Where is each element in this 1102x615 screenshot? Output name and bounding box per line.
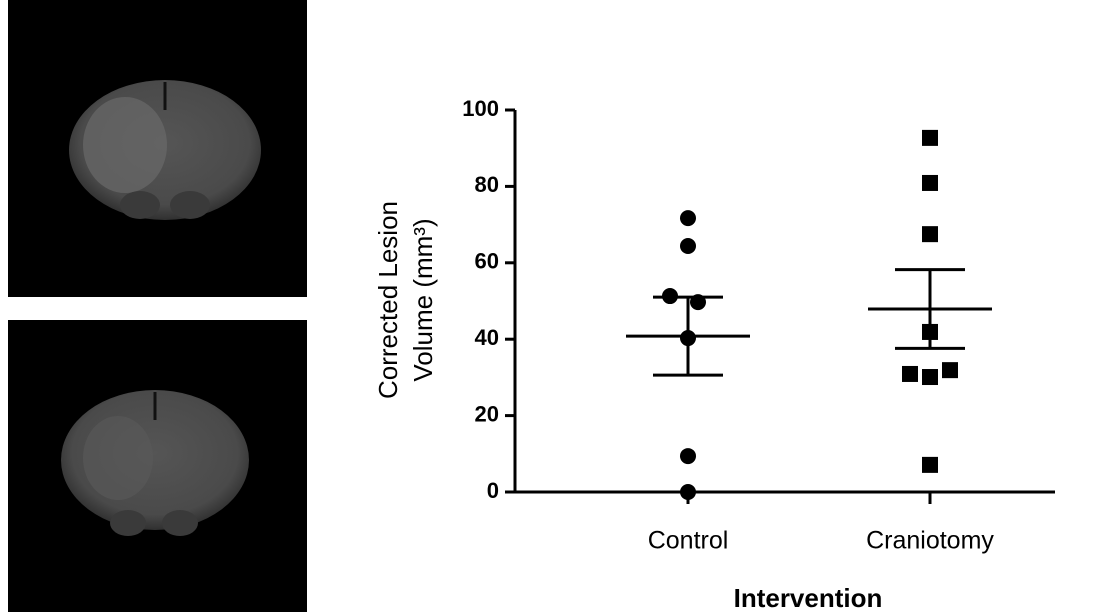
x-tick-label: Craniotomy	[866, 527, 994, 555]
data-point	[922, 456, 938, 473]
chart: Corrected Lesion Volume (mm³) Interventi…	[373, 96, 1055, 613]
data-point	[922, 129, 938, 146]
y-tick-label: 20	[475, 401, 499, 426]
data-point	[902, 365, 918, 382]
data-point	[680, 448, 696, 465]
data-point	[922, 174, 938, 191]
data-point	[680, 237, 696, 254]
data-point	[942, 362, 958, 379]
x-axis-label: Intervention	[734, 583, 883, 613]
data-point	[680, 210, 696, 227]
mri-image-top	[8, 0, 307, 297]
data-point	[680, 484, 696, 500]
y-tick-label: 0	[487, 478, 499, 503]
y-tick-label: 100	[462, 96, 499, 121]
y-tick-label: 40	[475, 325, 499, 350]
y-tick-label: 80	[475, 172, 499, 197]
data-point	[922, 226, 938, 243]
y-axis-label: Volume (mm³)	[408, 218, 438, 381]
mri-image-bottom	[8, 320, 307, 612]
y-tick-label: 60	[475, 249, 499, 274]
data-point	[922, 369, 938, 386]
x-tick-label: Control	[648, 527, 729, 555]
y-axis-label: Corrected Lesion	[373, 201, 403, 399]
